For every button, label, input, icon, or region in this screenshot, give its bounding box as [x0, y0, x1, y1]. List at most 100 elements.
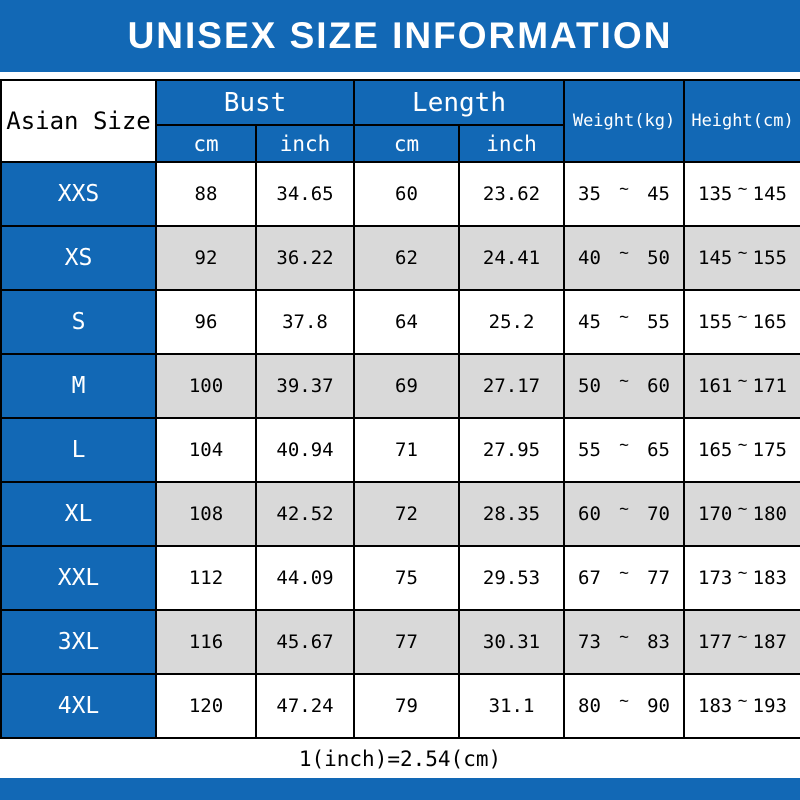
tilde: ~ — [619, 690, 629, 710]
height-range: 155 ~165 — [683, 289, 800, 355]
title-bar: UNISEX SIZE INFORMATION — [0, 0, 800, 72]
weight-max: 65 — [647, 439, 670, 461]
height-min: 170 — [698, 503, 733, 525]
bust-cm-value: 112 — [155, 545, 257, 611]
height-range: 135 ~145 — [683, 161, 800, 227]
length-inch-value: 30.31 — [457, 609, 566, 675]
weight-max: 83 — [647, 631, 670, 653]
table-row: S 96 37.8 64 25.2 45 ~55 155 ~165 — [0, 289, 800, 355]
header-bust-cm: cm — [155, 124, 257, 163]
weight-max: 50 — [647, 247, 670, 269]
weight-range: 40 ~50 — [563, 225, 686, 291]
height-min: 177 — [698, 631, 733, 653]
weight-min: 60 — [578, 503, 601, 525]
height-range: 170 ~180 — [683, 481, 800, 547]
size-label: XXS — [0, 161, 157, 227]
table-body: XXS 88 34.65 60 23.62 35 ~45 135 ~145 XS 9… — [0, 161, 800, 739]
tilde: ~ — [737, 498, 748, 518]
bust-inch-value: 40.94 — [255, 417, 355, 483]
table-row: 4XL 120 47.24 79 31.1 80 ~90 183 ~193 — [0, 673, 800, 739]
bust-inch-value: 45.67 — [255, 609, 355, 675]
weight-max: 90 — [647, 695, 670, 717]
bust-inch-value: 36.22 — [255, 225, 355, 291]
height-range: 177 ~187 — [683, 609, 800, 675]
header-bust-inch: inch — [255, 124, 355, 163]
length-cm-value: 72 — [353, 481, 460, 547]
tilde: ~ — [737, 306, 748, 326]
size-label: XL — [0, 481, 157, 547]
bust-cm-value: 104 — [155, 417, 257, 483]
header-unit-row: cm inch cm inch — [1, 124, 800, 163]
height-max: 171 — [752, 375, 787, 397]
weight-range: 50 ~60 — [563, 353, 686, 419]
table-row: 3XL 116 45.67 77 30.31 73 ~83 177 ~187 — [0, 609, 800, 675]
weight-range: 45 ~55 — [563, 289, 686, 355]
length-cm-value: 71 — [353, 417, 460, 483]
bust-inch-value: 34.65 — [255, 161, 355, 227]
height-min: 161 — [698, 375, 733, 397]
tilde: ~ — [737, 242, 748, 262]
size-table: Asian Size Bust Length Weight(kg) Height… — [0, 79, 800, 739]
weight-range: 35 ~45 — [563, 161, 686, 227]
bottom-bar — [0, 778, 800, 800]
height-range: 145 ~155 — [683, 225, 800, 291]
length-inch-value: 27.17 — [457, 353, 566, 419]
weight-range: 55 ~65 — [563, 417, 686, 483]
bust-inch-value: 39.37 — [255, 353, 355, 419]
length-inch-value: 23.62 — [457, 161, 566, 227]
tilde: ~ — [737, 690, 748, 710]
table-row: M 100 39.37 69 27.17 50 ~60 161 ~171 — [0, 353, 800, 419]
length-inch-value: 29.53 — [457, 545, 566, 611]
bust-cm-value: 96 — [155, 289, 257, 355]
length-inch-value: 25.2 — [457, 289, 566, 355]
header-height: Height(cm) — [683, 79, 800, 163]
weight-range: 73 ~83 — [563, 609, 686, 675]
height-min: 183 — [698, 695, 733, 717]
weight-max: 60 — [647, 375, 670, 397]
table-row: XXL 112 44.09 75 29.53 67 ~77 173 ~183 — [0, 545, 800, 611]
weight-min: 45 — [578, 311, 601, 333]
height-max: 187 — [752, 631, 787, 653]
table-row: XL 108 42.52 72 28.35 60 ~70 170 ~180 — [0, 481, 800, 547]
weight-min: 50 — [578, 375, 601, 397]
bust-inch-value: 47.24 — [255, 673, 355, 739]
weight-max: 77 — [647, 567, 670, 589]
weight-range: 67 ~77 — [563, 545, 686, 611]
tilde: ~ — [619, 626, 629, 646]
tilde: ~ — [619, 306, 629, 326]
weight-max: 55 — [647, 311, 670, 333]
height-max: 183 — [752, 567, 787, 589]
tilde: ~ — [737, 434, 748, 454]
header-length-inch: inch — [457, 124, 566, 163]
size-label: L — [0, 417, 157, 483]
header-length: Length — [352, 79, 566, 126]
bust-inch-value: 42.52 — [255, 481, 355, 547]
tilde: ~ — [619, 498, 629, 518]
height-max: 155 — [752, 247, 787, 269]
height-max: 165 — [752, 311, 787, 333]
height-min: 135 — [698, 183, 733, 205]
bust-cm-value: 88 — [155, 161, 257, 227]
tilde: ~ — [737, 370, 748, 390]
tilde: ~ — [619, 434, 629, 454]
weight-range: 80 ~90 — [563, 673, 686, 739]
table-row: XXS 88 34.65 60 23.62 35 ~45 135 ~145 — [0, 161, 800, 227]
tilde: ~ — [737, 562, 748, 582]
bust-cm-value: 100 — [155, 353, 257, 419]
tilde: ~ — [737, 626, 748, 646]
header-group-row: Asian Size Bust Length Weight(kg) Height… — [0, 79, 800, 163]
height-range: 161 ~171 — [683, 353, 800, 419]
size-label: S — [0, 289, 157, 355]
size-label: M — [0, 353, 157, 419]
bust-inch-value: 37.8 — [255, 289, 355, 355]
header-bust: Bust — [155, 79, 355, 126]
weight-max: 45 — [647, 183, 670, 205]
size-label: XXL — [0, 545, 157, 611]
header-weight: Weight(kg) — [563, 79, 686, 163]
height-min: 145 — [698, 247, 733, 269]
height-range: 173 ~183 — [683, 545, 800, 611]
bust-cm-value: 120 — [155, 673, 257, 739]
table-row: L 104 40.94 71 27.95 55 ~65 165 ~175 — [0, 417, 800, 483]
bust-inch-value: 44.09 — [255, 545, 355, 611]
length-cm-value: 62 — [353, 225, 460, 291]
